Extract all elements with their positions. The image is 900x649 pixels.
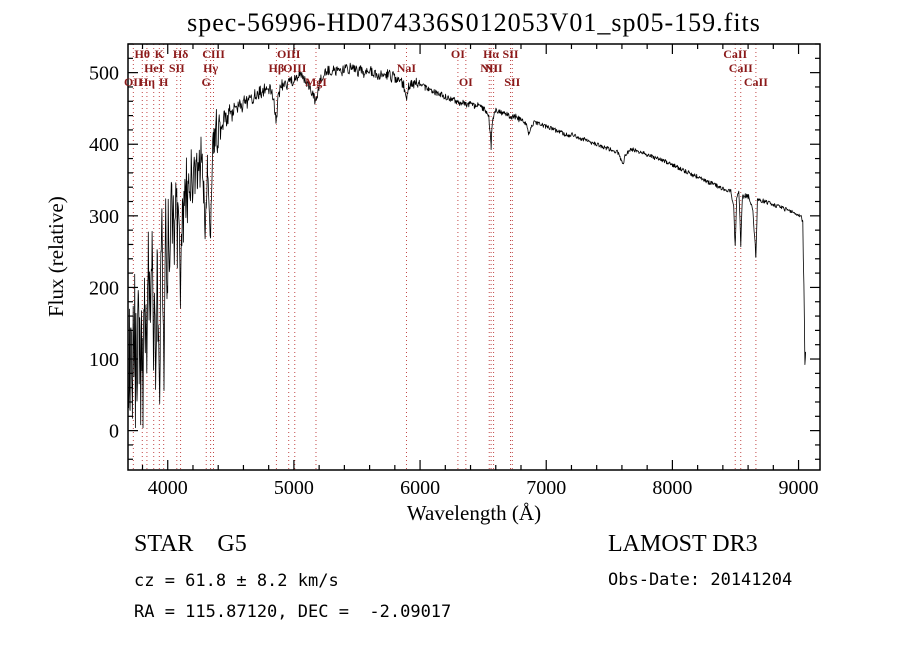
spectral-line-label: Hδ [173,47,189,61]
spectral-line-label: OII [124,75,143,89]
spectral-line-label: NII [480,61,498,75]
x-tick-label: 4000 [148,477,188,499]
plot-title: spec-56996-HD074336S012053V01_sp05-159.f… [187,8,761,37]
spectral-line-label: SII [503,47,519,61]
x-tick-label: 9000 [779,477,819,499]
x-axis-label: Wavelength (Å) [406,501,542,525]
y-tick-label: 0 [109,421,119,443]
spectral-line-label: Hγ [203,61,218,75]
spectral-line-label: Hη [139,75,155,89]
spectral-line-label: OIII [283,61,307,75]
spectral-line-label: Hθ [134,47,150,61]
spectral-line-label: CaII [744,75,768,89]
spectral-line-label: SII [504,75,520,89]
obs-date-text: Obs-Date: 20141204 [608,570,793,590]
spectral-line-label: Hα [483,47,499,61]
spectral-line-markers [132,44,757,470]
spectral-line-label: NaI [397,61,417,75]
spectral-line-label: OI [451,47,465,61]
spectral-line-label: CIII [202,47,225,61]
survey-text: LAMOST DR3 [608,531,758,557]
spectral-line-label: CaII [723,47,747,61]
y-tick-label: 300 [89,206,119,228]
spectral-line-label: Hβ [269,61,285,75]
y-tick-label: 100 [89,349,119,371]
spectral-line-label: OI [459,75,473,89]
y-tick-label: 200 [89,277,119,299]
spectral-line-label: NII [485,61,503,75]
spectral-line-label: CaII [729,61,753,75]
spectral-line-label: MgI [305,75,327,89]
spectral-line-label: H [159,75,169,89]
spectrum-path [128,62,806,429]
x-tick-label: 7000 [526,477,566,499]
spectral-line-label: SII [169,61,185,75]
spectral-line-label: K [155,47,165,61]
plot-frame [127,43,821,471]
ra-dec-text: RA = 115.87120, DEC = -2.09017 [134,602,452,622]
x-tick-label: 6000 [400,477,440,499]
y-tick-label: 500 [89,63,119,85]
redshift-velocity-text: cz = 61.8 ± 8.2 km/s [134,571,339,591]
y-tick-label: 400 [89,134,119,156]
spectral-line-label: HeI [144,61,164,75]
spectral-line-label: OIII [277,47,301,61]
x-tick-label: 5000 [274,477,314,499]
object-class-text: STAR G5 [134,531,247,557]
spectral-line-label: G [202,75,211,89]
x-tick-label: 8000 [652,477,692,499]
